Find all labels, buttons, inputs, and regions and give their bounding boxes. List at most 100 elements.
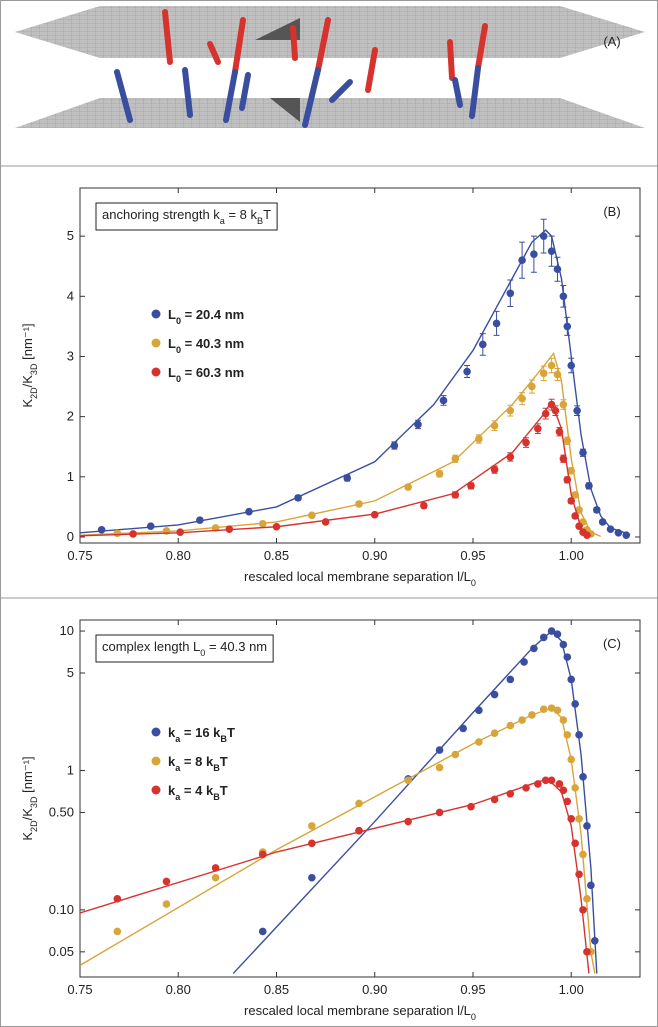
data-point — [506, 453, 515, 461]
text-part: = 16 k — [180, 725, 221, 740]
data-point — [528, 382, 536, 391]
y-tick-label: 10 — [60, 623, 74, 638]
data-point — [559, 786, 568, 795]
data-point — [225, 525, 234, 533]
y-tick-label: 5 — [67, 665, 74, 680]
text-part: = 20.4 nm — [181, 307, 244, 322]
data-point — [435, 808, 444, 817]
data-point — [97, 525, 106, 534]
legend-label: L0 = 20.4 nm — [168, 307, 244, 326]
text-part: 3D — [29, 796, 39, 808]
data-point — [563, 476, 572, 484]
text-part: k — [168, 754, 176, 769]
data-point — [475, 435, 483, 443]
data-point — [563, 731, 572, 739]
data-point — [475, 738, 483, 746]
data-point — [591, 937, 599, 945]
data-point — [622, 531, 631, 539]
data-point — [451, 750, 460, 759]
text-part: 0 — [200, 648, 205, 658]
data-point — [506, 721, 515, 730]
data-point — [534, 424, 542, 433]
text-part: 0 — [471, 1012, 476, 1022]
data-point — [490, 795, 499, 804]
data-point — [553, 265, 562, 274]
y-tick-label: 1 — [67, 762, 74, 777]
data-point — [404, 817, 412, 826]
x-tick-label: 0.75 — [67, 982, 92, 997]
data-point — [547, 704, 556, 712]
panel-label: (A) — [603, 34, 620, 49]
y-tick-label: 0 — [67, 529, 74, 544]
data-point — [551, 406, 560, 415]
data-point — [129, 530, 137, 538]
data-point — [575, 731, 583, 739]
data-point — [598, 518, 607, 526]
data-point — [490, 729, 499, 738]
text-part: 0 — [176, 316, 181, 326]
data-point — [579, 448, 587, 457]
data-point — [355, 500, 363, 508]
x-tick-label: 0.85 — [264, 982, 289, 997]
data-point — [355, 799, 363, 808]
y-tick-label: 5 — [67, 228, 74, 243]
data-point — [579, 906, 587, 914]
text-part: L — [168, 365, 176, 380]
data-point — [575, 870, 583, 879]
data-point — [567, 755, 576, 764]
data-point — [585, 482, 593, 490]
data-point — [518, 394, 526, 403]
data-point — [162, 900, 171, 908]
data-point — [245, 507, 253, 516]
y-axis-label: K2D/K3D [nm⁻¹] — [20, 756, 39, 840]
data-point — [308, 839, 316, 848]
data-point — [539, 232, 548, 240]
data-point — [541, 776, 550, 785]
data-point — [571, 784, 579, 792]
data-point — [258, 927, 267, 936]
data-point — [571, 839, 579, 848]
fit-line — [80, 229, 631, 536]
text-part: a — [175, 792, 181, 802]
y-tick-label: 0.05 — [49, 944, 74, 959]
data-point — [176, 528, 185, 536]
text-part: = 8 k — [225, 207, 258, 222]
data-point — [547, 627, 556, 635]
data-point — [567, 815, 576, 823]
text-part: k — [168, 725, 176, 740]
data-point — [506, 406, 515, 415]
data-point — [490, 465, 499, 474]
data-point — [559, 716, 568, 724]
y-tick-label: 3 — [67, 348, 74, 363]
data-point — [583, 822, 591, 830]
annotation: anchoring strength ka = 8 kBT — [102, 207, 271, 226]
data-point — [583, 895, 591, 903]
data-point — [575, 506, 583, 514]
data-point — [146, 522, 155, 530]
data-point — [113, 529, 122, 538]
data-point — [258, 850, 267, 859]
data-point — [520, 658, 528, 666]
data-point — [522, 438, 530, 447]
data-point — [563, 436, 572, 445]
data-point — [435, 763, 444, 772]
data-point — [571, 491, 579, 499]
text-part: K — [20, 399, 35, 408]
data-point — [555, 427, 564, 436]
x-tick-label: 0.80 — [166, 548, 191, 563]
data-point — [528, 711, 536, 719]
x-tick-label: 0.80 — [166, 982, 191, 997]
data-point — [308, 511, 316, 520]
data-point — [559, 400, 568, 409]
data-point — [475, 706, 483, 715]
data-point — [559, 292, 568, 301]
legend-label: ka = 4 kBT — [168, 783, 228, 802]
data-point — [575, 815, 583, 823]
text-part: L — [168, 336, 176, 351]
data-point — [467, 482, 475, 490]
data-point — [355, 826, 363, 835]
text-part: = 40.3 nm — [181, 336, 244, 351]
data-point — [553, 706, 562, 715]
data-point — [308, 873, 316, 882]
